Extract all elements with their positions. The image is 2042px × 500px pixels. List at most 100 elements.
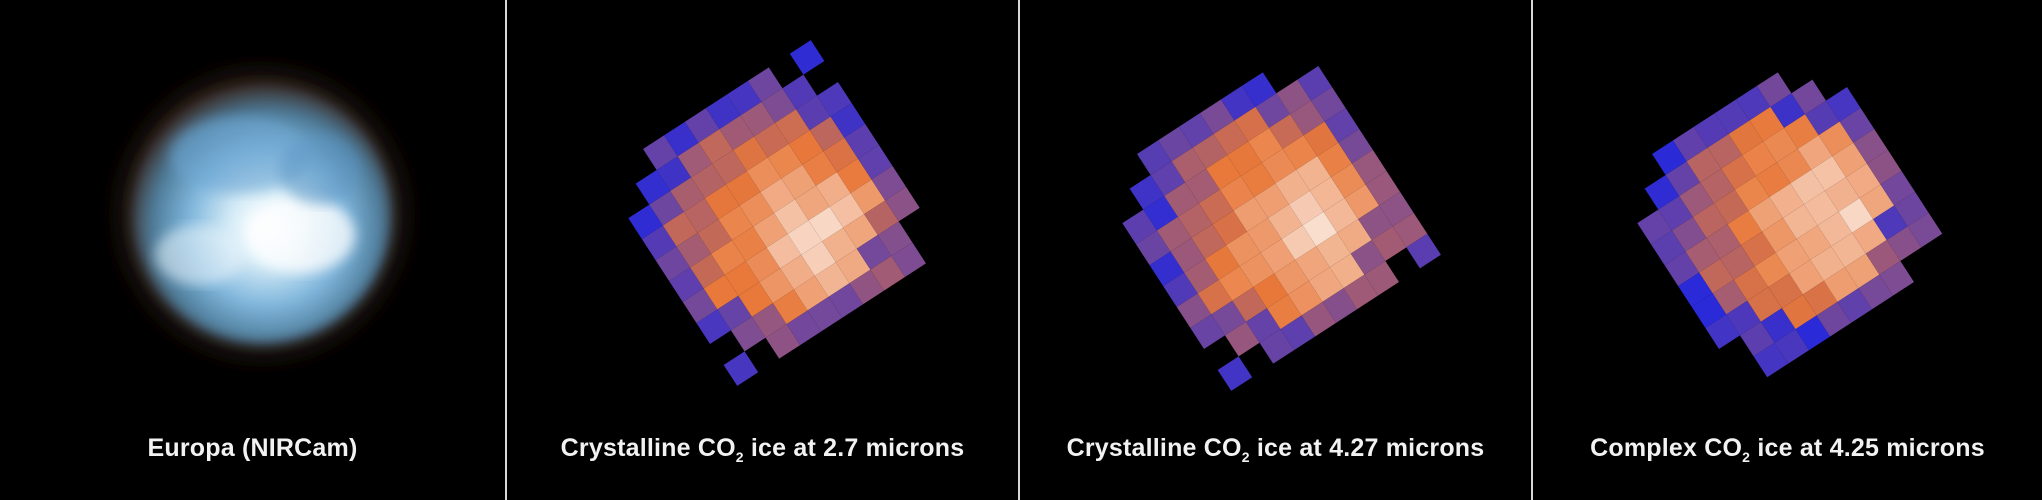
map-pixel [836,158,872,194]
map-pixel [1679,182,1714,217]
map-pixel [1343,274,1379,310]
map-pixel [698,129,734,164]
map-pixel [655,246,691,282]
map-pixel [809,116,845,152]
panel-divider [1531,0,1533,500]
map-pixel [747,67,783,102]
map-pixel [754,122,789,158]
map-pixel [683,198,719,233]
map-pixel [817,82,852,117]
map-pixel [1796,225,1832,260]
map-pixel [877,221,913,257]
map-pixel [1260,238,1296,274]
map-pixel [1199,99,1235,135]
map-pixel [775,109,810,144]
map-pixel [1816,301,1852,337]
map-pixel [1789,259,1824,295]
map-pixel [1763,127,1798,163]
map-pixel [1365,170,1401,206]
map-pixel [1358,205,1393,241]
map-pixel [1197,279,1233,315]
map-pixel [1824,177,1860,212]
map-pixel [1290,100,1325,136]
map-pixel [1775,238,1811,274]
map-pixel [1297,66,1332,101]
map-pixel [1206,155,1241,190]
map-pixel [781,164,816,200]
map-pixel [711,240,746,275]
map-pixel [1776,148,1812,184]
map-pixel [1747,287,1782,322]
map-pixel [1755,162,1791,198]
pixel-grid [1637,72,1943,378]
map-pixel [712,150,747,185]
map-pixel [1198,189,1234,225]
map-pixel [1281,225,1317,260]
map-pixel [1157,126,1193,162]
map-pixel [828,283,864,318]
map-pixel [1768,273,1803,309]
map-pixel [1301,301,1337,337]
map-pixel [796,95,831,131]
map-pixel [1211,300,1246,336]
map-pixel [1329,253,1365,289]
map-pixel [1241,72,1277,107]
map-pixel [1760,308,1796,343]
map-pixel [690,253,725,289]
map-pixel [1308,267,1344,302]
map-pixel [1749,106,1785,142]
panel-divider [1018,0,1020,500]
map-pixel [1811,156,1846,191]
map-pixel [1205,245,1240,280]
map-pixel [891,242,926,277]
map-pixel [789,40,825,75]
map-pixel [786,310,822,346]
map-pixel [1844,253,1880,289]
pixel-grid [628,40,926,386]
map-pixel [663,121,699,157]
map-pixel [726,80,762,116]
map-pixel [1791,79,1827,115]
map-pixel [703,274,739,310]
map-pixel [1275,169,1310,205]
pixel-grid [1122,66,1441,391]
map-pixel [1309,177,1345,212]
map-pixel [1288,190,1324,226]
map-pixel [1810,246,1845,281]
map-pixel [1268,204,1303,239]
panel-crystalline-2-7: Crystalline CO2 ice at 2.7 microns [507,0,1018,500]
map-pixel [1226,231,1261,267]
map-pixel [746,157,782,193]
map-pixel [1259,329,1295,364]
map-pixel [1783,204,1818,239]
map-pixel [1185,168,1220,204]
map-pixel [696,309,731,344]
map-pixel [885,186,920,222]
map-pixel [765,324,801,359]
map-pixel [1176,293,1212,329]
map-pixel [1686,147,1722,183]
map-pixel [1253,273,1288,309]
map-pixel [829,193,865,228]
map-pixel [1831,232,1866,268]
map-pixel [772,289,808,325]
map-pixel [1192,134,1228,169]
map-pixel [1726,300,1761,336]
map-pixel [1330,163,1366,199]
map-pixel [1392,212,1428,248]
map-pixel [705,94,741,130]
map-pixel [1705,314,1740,349]
map-pixel [1163,272,1198,308]
map-pixel [1733,266,1769,301]
map-pixel [1664,251,1700,287]
map-pixel [1240,162,1276,198]
map-pixel [1727,210,1763,246]
map-pixel [1837,288,1873,323]
map-pixel [1865,240,1901,275]
map-pixel [1190,314,1225,349]
map-pixel [1692,203,1728,238]
map-pixel [1213,120,1249,156]
map-pixel [1338,128,1373,164]
map-pixel [1678,272,1713,308]
map-pixel [767,143,803,179]
